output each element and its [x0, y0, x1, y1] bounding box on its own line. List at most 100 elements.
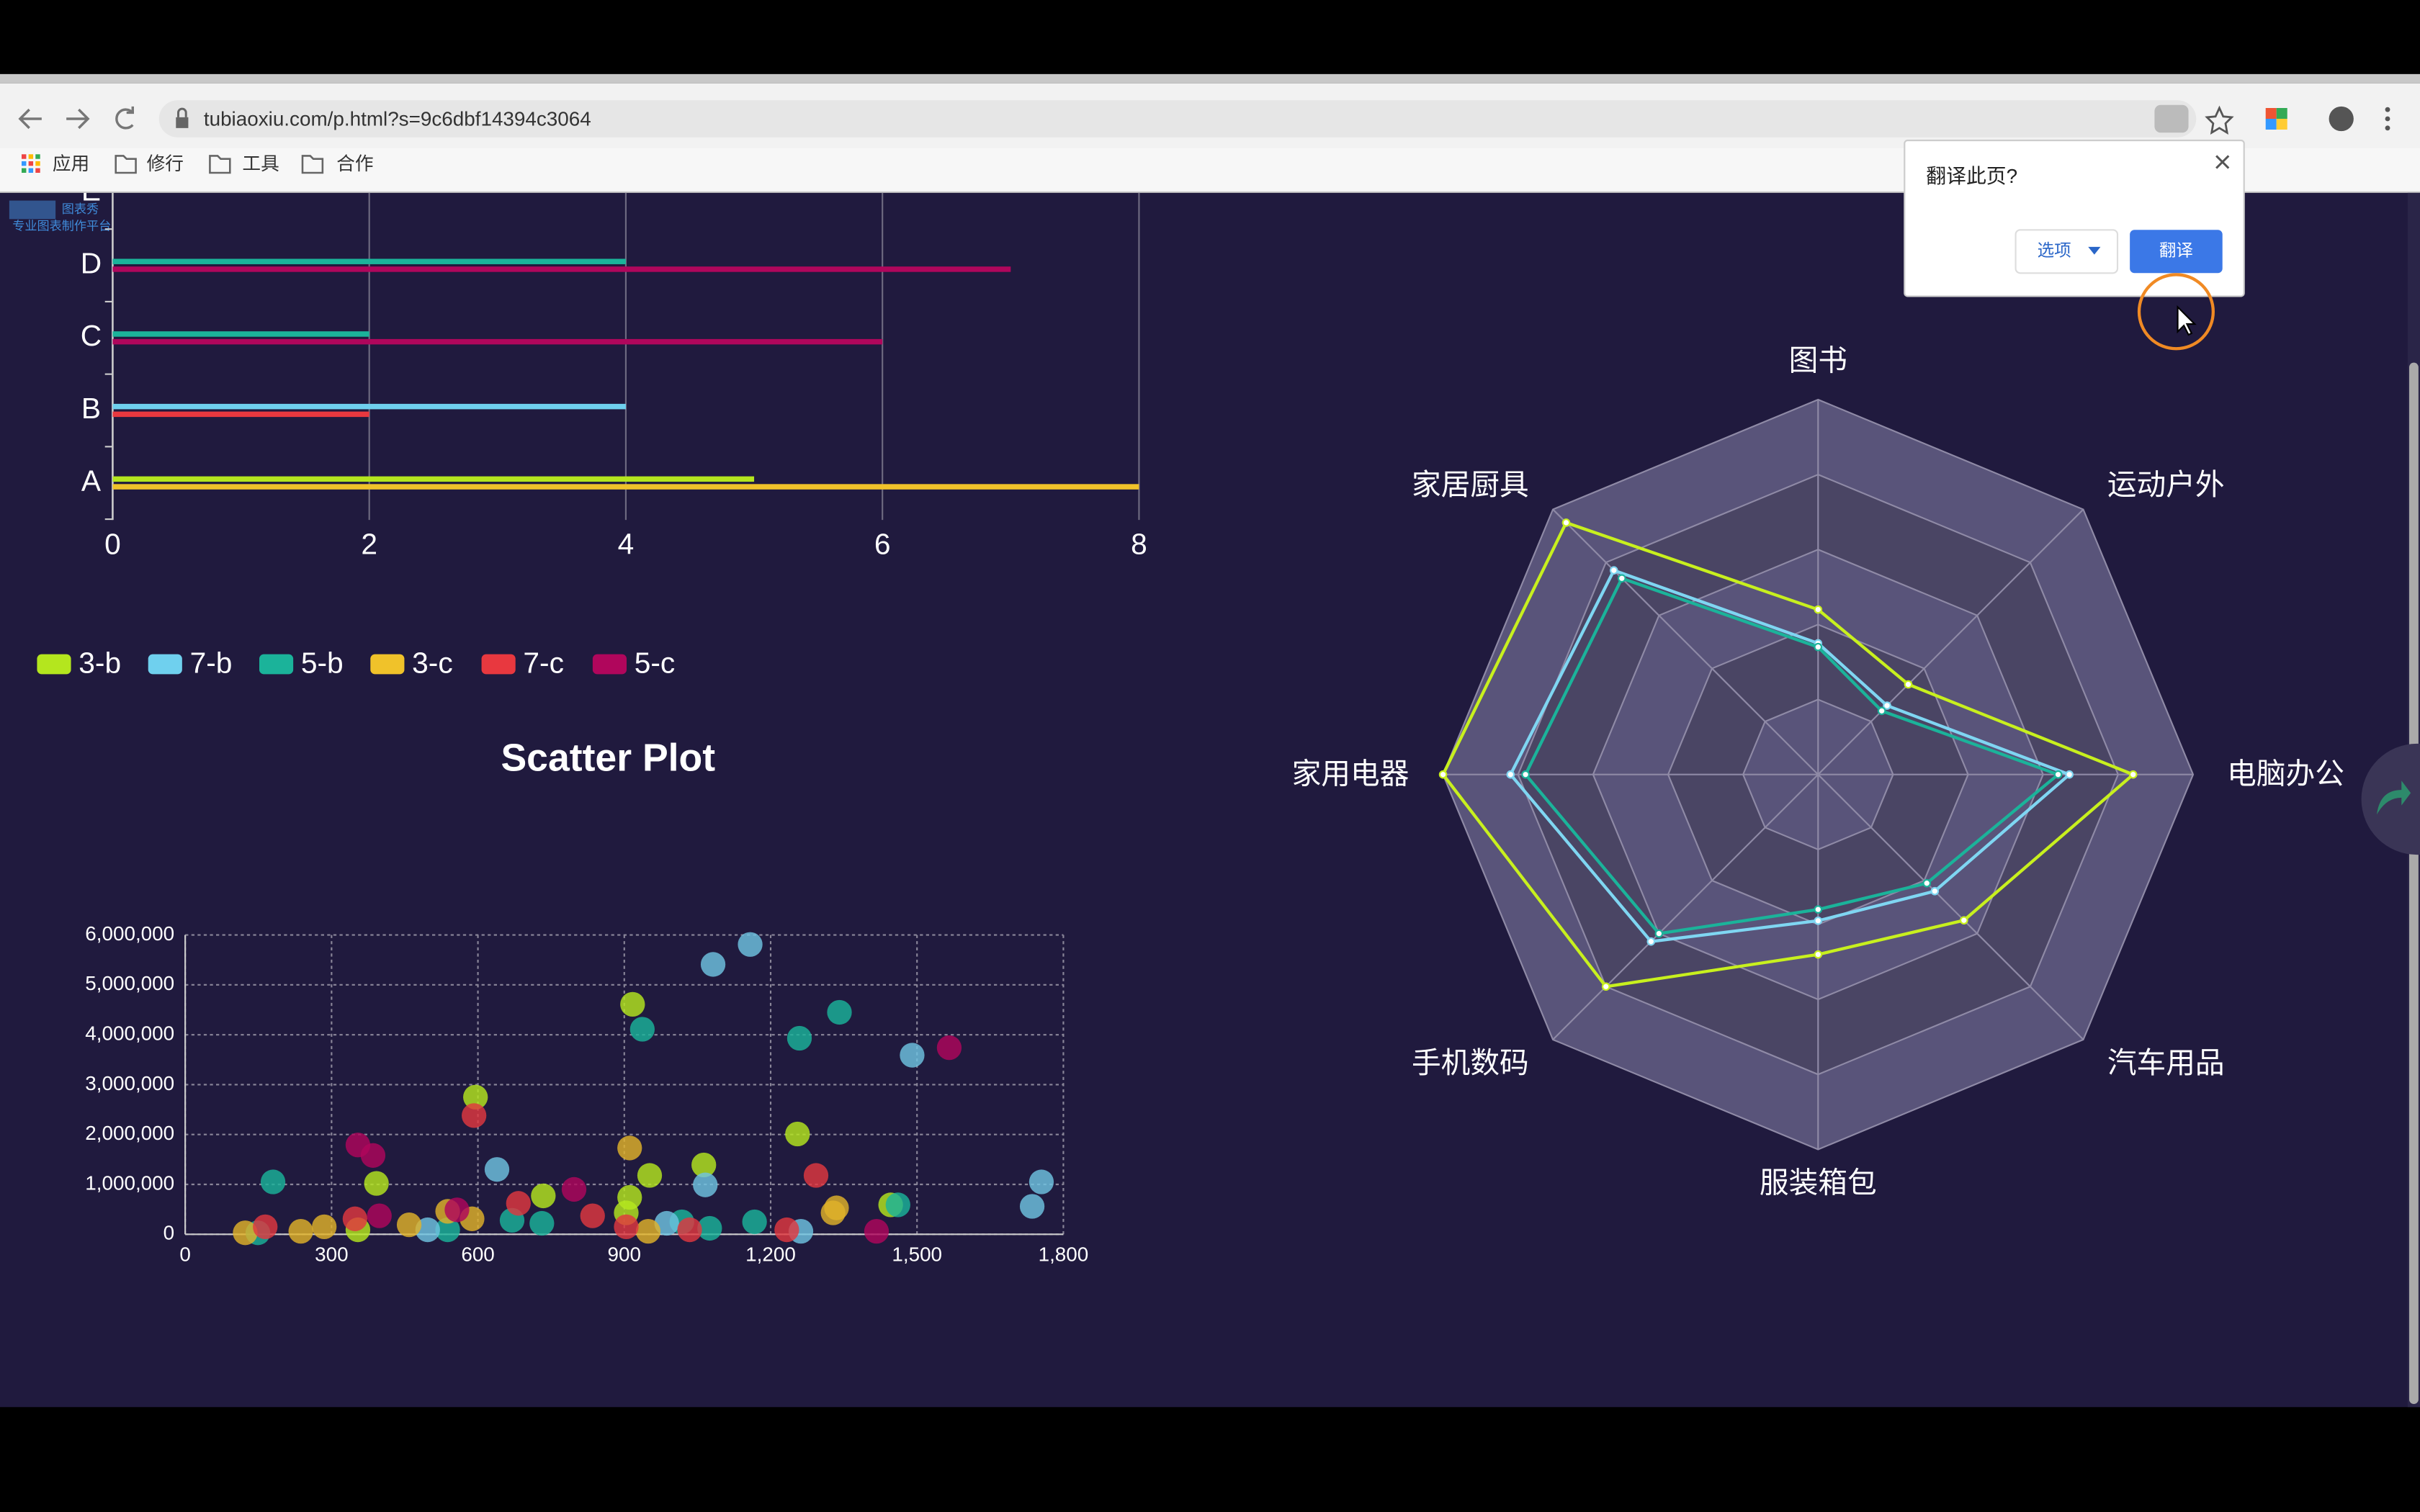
- x-tick-label: 1,200: [745, 1243, 796, 1266]
- scatter-point: [531, 1183, 556, 1209]
- translate-button[interactable]: [2130, 230, 2223, 274]
- x-tick-label: 0: [104, 527, 121, 560]
- radar-point: [1960, 916, 1968, 925]
- scatter-point: [654, 1210, 679, 1236]
- translate-popup: 翻译此页? 选项 翻译: [1904, 139, 2245, 297]
- scatter-point: [785, 1121, 810, 1147]
- radar-point: [1561, 518, 1571, 527]
- popup-title: 翻译此页?: [1926, 165, 2017, 187]
- folder-icons: [115, 155, 324, 174]
- menu-icon[interactable]: [2385, 107, 2390, 131]
- x-tick-label: 8: [1131, 527, 1147, 560]
- scatter-point: [253, 1214, 278, 1240]
- legend-label: 3-b: [79, 646, 121, 679]
- y-tick-label: 5,000,000: [85, 972, 174, 994]
- star-icon[interactable]: [2205, 105, 2234, 135]
- x-tick-label: 2: [361, 527, 377, 560]
- nav-buttons[interactable]: [18, 106, 134, 130]
- y-tick-label: C: [81, 319, 102, 352]
- address-bar[interactable]: [158, 100, 2197, 138]
- scatter-point: [827, 999, 852, 1025]
- y-tick-label: 3,000,000: [85, 1072, 174, 1094]
- forward-button[interactable]: [66, 108, 90, 130]
- legend-label: 5-c: [635, 646, 676, 679]
- legend-label: 7-b: [190, 646, 233, 679]
- scrollbar-thumb[interactable]: [2409, 362, 2419, 1405]
- scatter-point: [463, 1084, 488, 1110]
- x-tick-label: 0: [179, 1243, 191, 1266]
- scatter-point: [396, 1212, 422, 1238]
- radar-point: [1930, 886, 1940, 896]
- radar-label: 服装箱包: [1760, 1166, 1877, 1199]
- reload-button[interactable]: [115, 106, 134, 130]
- bar-chart: A B C D E: [81, 192, 1140, 521]
- x-tick-label: 600: [461, 1243, 494, 1266]
- x-tick-label: 1,500: [892, 1243, 942, 1266]
- radar-point: [1814, 605, 1823, 614]
- scatter-point: [885, 1192, 910, 1218]
- x-tick-label: 4: [618, 527, 635, 560]
- bookmark[interactable]: 工具: [242, 154, 279, 174]
- scatter-point: [786, 1025, 812, 1051]
- translate-icon[interactable]: [2154, 104, 2189, 133]
- radar-point: [1814, 950, 1823, 959]
- options-button[interactable]: [2015, 229, 2119, 274]
- scatter-point: [529, 1210, 555, 1236]
- legend-swatch: [259, 654, 294, 675]
- legend-swatch: [37, 654, 71, 675]
- options-label[interactable]: 选项: [2038, 241, 2071, 260]
- scatter-point: [364, 1171, 389, 1196]
- scatter-point: [580, 1203, 605, 1228]
- radar-point: [1618, 574, 1626, 583]
- scatter-point: [617, 1135, 642, 1161]
- share-arrow: [2377, 780, 2411, 815]
- account-icon[interactable]: [2329, 106, 2354, 132]
- extension-icon[interactable]: [2265, 108, 2287, 130]
- bar: [112, 258, 626, 264]
- x-tick-label: 1,800: [1039, 1243, 1089, 1266]
- scatter-point: [415, 1217, 440, 1243]
- radar-spoke: [1552, 773, 1819, 1040]
- scatter-point: [342, 1206, 368, 1231]
- radar-point: [1521, 770, 1530, 779]
- scatter-point: [288, 1218, 313, 1244]
- scatter-point: [820, 1200, 846, 1225]
- radar-point: [1646, 937, 1656, 946]
- radar-point: [1922, 878, 1932, 888]
- radar-point: [2053, 770, 2063, 779]
- scatter-point: [312, 1214, 337, 1240]
- y-tick-label: 0: [163, 1222, 175, 1244]
- scatter-point: [444, 1197, 470, 1223]
- bookmark[interactable]: 应用: [53, 153, 89, 174]
- scatter-point: [506, 1191, 531, 1216]
- y-tick-label: D: [81, 246, 102, 279]
- chart-title: Scatter Plot: [501, 737, 715, 780]
- radar-point: [1506, 770, 1515, 779]
- back-button[interactable]: [18, 108, 42, 130]
- radar-spoke: [1552, 508, 1819, 775]
- translate-label[interactable]: 翻译: [2159, 241, 2193, 260]
- x-tick-label: 300: [315, 1243, 348, 1266]
- logo-name: 图表秀: [62, 202, 99, 216]
- bookmark[interactable]: 修行: [147, 153, 184, 174]
- scatter-point: [233, 1220, 258, 1246]
- bookmark[interactable]: 合作: [336, 153, 373, 174]
- radar-label: 手机数码: [1412, 1046, 1529, 1079]
- logo: 图表秀 专业图表制作平台: [9, 200, 111, 233]
- scatter-point: [700, 952, 726, 977]
- scatter-point: [738, 932, 763, 957]
- radar-point: [1814, 917, 1823, 925]
- bar: [112, 484, 1139, 490]
- bar: [112, 403, 626, 410]
- close-button[interactable]: [2215, 155, 2230, 169]
- scatter-point: [635, 1218, 661, 1244]
- scatter-point: [1019, 1194, 1045, 1219]
- legend-label: 3-c: [412, 646, 453, 679]
- radar-point: [1814, 642, 1823, 652]
- scatter-point: [1028, 1169, 1054, 1194]
- radar-point: [2128, 770, 2138, 779]
- legend-label: 7-c: [523, 646, 564, 679]
- url[interactable]: tubiaoxiu.com/p.html?s=9c6dbf14394c3064: [204, 108, 591, 130]
